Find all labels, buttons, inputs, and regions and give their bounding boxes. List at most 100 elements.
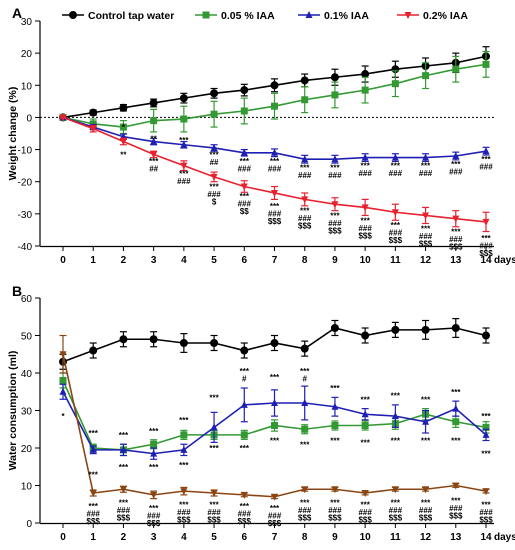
significance-label: ### — [298, 506, 312, 515]
significance-label: *** — [391, 162, 401, 171]
data-point — [452, 152, 460, 159]
data-point — [331, 486, 339, 494]
significance-label: $$$ — [449, 243, 463, 252]
significance-label: ### — [328, 171, 342, 180]
significance-label: * — [61, 412, 65, 421]
significance-label: *** — [360, 438, 370, 447]
significance-label: ### — [207, 508, 221, 517]
series-3 — [59, 114, 490, 233]
significance-label: $$$ — [298, 222, 312, 231]
x-tick-label: 5 — [211, 532, 217, 543]
significance-label: *** — [451, 437, 461, 446]
significance-label: ## — [210, 158, 219, 167]
significance-label: $$$ — [328, 226, 342, 235]
significance-label: ### — [389, 169, 403, 178]
significance-label: $$$ — [207, 515, 221, 524]
data-point — [482, 331, 490, 340]
data-point — [119, 486, 127, 494]
data-point — [89, 108, 98, 117]
data-point — [240, 107, 248, 115]
data-point — [301, 486, 309, 494]
data-point — [421, 325, 430, 334]
significance-label: $$$ — [419, 513, 433, 522]
significance-label: ### — [177, 177, 191, 186]
x-tick-label: 11 — [390, 255, 401, 266]
data-point — [210, 423, 218, 431]
y-tick-label: 10 — [21, 482, 33, 493]
significance-label: $$$ — [389, 513, 403, 522]
data-point — [150, 440, 158, 448]
data-point — [180, 488, 188, 496]
y-tick-label: -40 — [18, 242, 33, 253]
data-point — [271, 148, 278, 156]
significance-label: *** — [391, 221, 401, 230]
significance-label: *** — [300, 207, 310, 216]
significance-label: *** — [451, 228, 461, 237]
significance-label: ### — [449, 235, 463, 244]
data-point — [482, 60, 490, 68]
data-point — [361, 410, 369, 418]
significance-label: *** — [240, 444, 250, 453]
data-point — [180, 115, 188, 123]
data-point — [119, 103, 128, 112]
significance-label: # — [302, 375, 307, 384]
data-point — [422, 72, 430, 80]
significance-label: $$$ — [87, 517, 101, 526]
significance-label: $ — [212, 198, 217, 207]
significance-label: *** — [330, 498, 340, 507]
panel-label: A — [12, 5, 22, 21]
significance-label: *** — [300, 498, 310, 507]
data-point — [210, 173, 218, 181]
significance-label: *** — [209, 150, 219, 159]
data-point — [301, 155, 309, 163]
x-tick-label: 13 — [450, 255, 462, 266]
significance-label: *** — [360, 395, 370, 404]
significance-label: $$$ — [328, 513, 342, 522]
significance-label: *** — [330, 437, 340, 446]
significance-label: ### — [479, 508, 493, 517]
data-point — [270, 81, 279, 90]
data-point — [119, 335, 128, 344]
data-point — [391, 153, 399, 161]
significance-label: *** — [270, 373, 280, 382]
significance-label: ** — [151, 134, 158, 143]
data-point — [422, 153, 430, 161]
significance-label: ### — [479, 241, 493, 250]
data-point — [361, 422, 369, 429]
panel-label: B — [12, 283, 22, 299]
x-tick-label: 13 — [450, 532, 462, 543]
significance-label: *** — [209, 393, 219, 402]
x-tick-label: 0 — [60, 532, 66, 543]
significance-label: $$$ — [147, 519, 161, 528]
significance-label: *** — [451, 160, 461, 169]
significance-label: *** — [451, 388, 461, 397]
x-tick-label: 2 — [121, 532, 127, 543]
data-point — [331, 201, 339, 209]
significance-label: $$$ — [449, 512, 463, 521]
data-point — [240, 431, 248, 439]
data-point — [422, 417, 430, 425]
significance-label: $$$ — [238, 517, 252, 526]
significance-label: *** — [149, 504, 159, 513]
data-point — [452, 482, 460, 490]
significance-label: *** — [149, 427, 159, 436]
significance-label: ### — [419, 506, 433, 515]
x-tick-label: 2 — [121, 255, 127, 266]
significance-label: *** — [391, 498, 401, 507]
significance-label: ### — [389, 229, 403, 238]
data-point — [210, 110, 218, 118]
significance-label: *** — [209, 183, 219, 192]
data-point — [361, 204, 369, 212]
series-2 — [59, 113, 490, 164]
x-unit-label: days — [494, 532, 515, 543]
data-point — [422, 486, 430, 494]
data-point — [271, 493, 278, 501]
significance-label: *** — [391, 392, 401, 401]
data-point — [361, 331, 370, 340]
y-tick-label: 0 — [26, 113, 32, 124]
data-point — [300, 344, 309, 353]
significance-label: * — [122, 123, 126, 132]
data-point — [271, 189, 278, 197]
x-tick-label: 9 — [332, 255, 338, 266]
